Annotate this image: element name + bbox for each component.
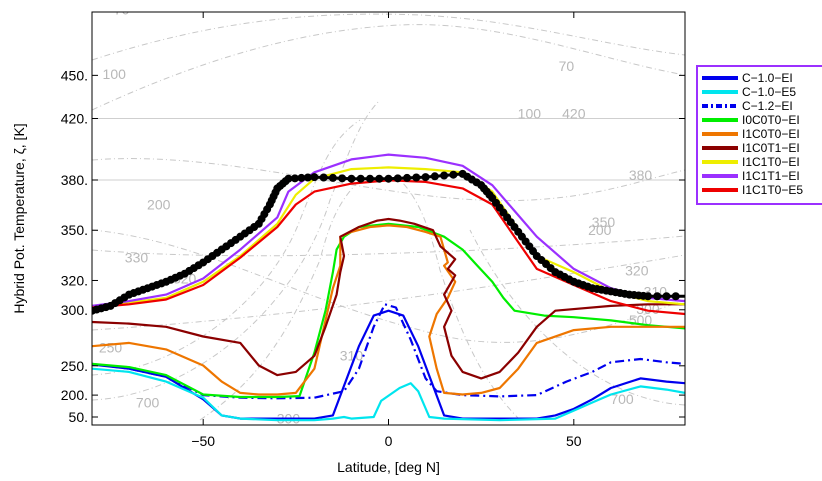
y-tick-label: 380. xyxy=(61,172,88,188)
contour-label: 70 xyxy=(559,58,575,74)
tropopause-dot xyxy=(365,174,374,183)
contour-label: 200 xyxy=(588,222,612,238)
legend-entry: C−1.2−EI xyxy=(742,99,793,113)
contour-label: 70 xyxy=(114,2,130,18)
i1c1t0-ei-line xyxy=(92,166,685,307)
y-tick-label: 250. xyxy=(61,358,88,374)
x-axis-ticks: −50 0 50 xyxy=(191,12,582,449)
contour-line xyxy=(92,99,381,401)
tropopause-dot xyxy=(403,173,412,182)
tropopause-dot xyxy=(338,174,347,183)
legend-entry: I0C0T0−EI xyxy=(742,113,800,127)
tropopause-dot xyxy=(375,174,384,183)
y-axis-ticks: 50. 200. 250. 300. 320. 350. 380. 420. 450. xyxy=(61,67,685,425)
tropopause-dot xyxy=(297,173,306,182)
contour-label: 200 xyxy=(147,196,171,212)
i0c0t0-ei-line xyxy=(92,222,685,399)
contour-label: 320 xyxy=(625,262,649,278)
i1c1t0-e5-line xyxy=(92,179,685,316)
tropopause-dot xyxy=(412,173,421,182)
contour-label: 700 xyxy=(610,391,634,407)
legend: C−1.0−EIC−1.0−E5C−1.2−EII0C0T0−EII1C0T0−… xyxy=(696,65,822,205)
y-axis-label: Hybrid Pot. Temperature, ζ, [K] xyxy=(11,123,27,313)
contour-line xyxy=(199,179,361,421)
tropopause-dot xyxy=(440,171,449,180)
contour-label: 250 xyxy=(99,340,123,356)
x-tick-label: 50 xyxy=(566,433,582,449)
x-tick-label: −50 xyxy=(191,433,215,449)
tropopause-dot xyxy=(303,173,312,182)
tropopause-dot xyxy=(328,173,337,182)
contour-label: 100 xyxy=(103,66,127,82)
series-lines xyxy=(92,153,685,422)
y-tick-label: 450. xyxy=(61,67,88,83)
tropopause-dot xyxy=(643,292,652,301)
contour-label: 310 xyxy=(340,348,364,364)
contour-line xyxy=(92,229,685,343)
tropopause-dots xyxy=(92,169,680,315)
i1c0t1-ei-line xyxy=(92,217,685,380)
legend-entry: I1C1T0−EI xyxy=(742,155,800,169)
y-tick-label: 320. xyxy=(61,272,88,288)
contour-label: 350 xyxy=(592,214,616,230)
tropopause-dot xyxy=(449,170,458,179)
contour-label: 100 xyxy=(518,106,542,122)
legend-entry: I1C0T0−EI xyxy=(742,127,800,141)
contour-line xyxy=(92,119,361,376)
tropopause-dot xyxy=(671,292,680,301)
contour-line xyxy=(92,235,685,257)
tropopause-dot xyxy=(662,292,671,301)
x-tick-label: 0 xyxy=(385,433,393,449)
legend-entry: I1C0T1−EI xyxy=(742,141,800,155)
c-1-0-ei-line xyxy=(92,309,685,420)
y-tick-label: 350. xyxy=(61,222,88,238)
i1c0t0-ei-line xyxy=(92,224,685,396)
tropopause-dot xyxy=(393,174,402,183)
c-1-0-e5-line xyxy=(92,367,685,422)
contour-line xyxy=(92,24,685,111)
tropopause-dot xyxy=(319,173,328,182)
contour-label: 330 xyxy=(125,249,149,265)
tropopause-dot xyxy=(430,172,439,181)
tropopause-dot xyxy=(384,174,393,183)
contour-line xyxy=(469,229,685,406)
contour-line xyxy=(92,13,685,61)
contour-label: 330 xyxy=(303,0,327,11)
tropopause-dot xyxy=(310,173,319,182)
y-tick-label: 420. xyxy=(61,111,88,127)
tropopause-dot xyxy=(284,174,293,183)
y-tick-label: 50. xyxy=(69,409,88,425)
contour-label: 700 xyxy=(136,394,160,410)
contour-label: 420 xyxy=(562,106,586,122)
y-tick-label: 300. xyxy=(61,302,88,318)
tropopause-dot xyxy=(290,174,299,183)
tropopause-dot xyxy=(421,173,430,182)
legend-entry: I1C1T1−EI xyxy=(742,169,800,183)
contour-line xyxy=(92,158,685,202)
legend-entry: I1C1T0−E5 xyxy=(742,183,803,197)
legend-entry: C−1.0−E5 xyxy=(742,85,796,99)
tropopause-dot xyxy=(347,174,356,183)
i1c1t1-ei-line xyxy=(92,153,685,307)
tropopause-dot xyxy=(356,174,365,183)
x-axis-label: Latitude, [deg N] xyxy=(337,459,440,475)
legend-entry: C−1.0−EI xyxy=(742,71,793,85)
background-contours: 70 33010070420100380200350200330320320310… xyxy=(92,0,685,425)
y-tick-label: 200. xyxy=(61,387,88,403)
tropopause-dot xyxy=(653,292,662,301)
contour-label: 380 xyxy=(629,167,653,183)
